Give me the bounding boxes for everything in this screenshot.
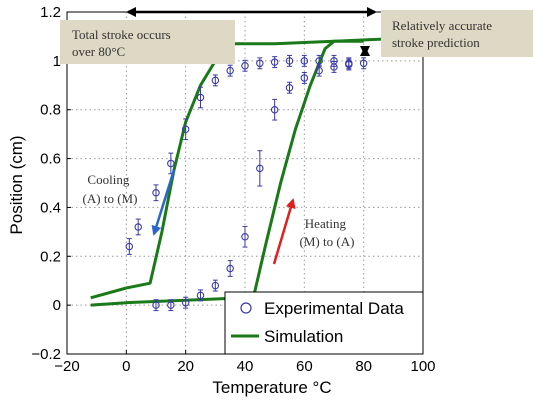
data-point bbox=[345, 58, 353, 71]
x-tick-label: 40 bbox=[237, 358, 254, 375]
data-point bbox=[211, 279, 220, 292]
data-marker bbox=[315, 57, 323, 65]
data-point bbox=[134, 218, 142, 236]
data-marker bbox=[285, 57, 294, 65]
accurate-stroke-box bbox=[381, 10, 533, 57]
y-tick-label: 0.6 bbox=[40, 151, 61, 168]
data-marker bbox=[256, 164, 264, 173]
data-point bbox=[167, 299, 175, 312]
data-marker bbox=[270, 58, 279, 66]
data-point bbox=[300, 54, 309, 67]
accurate-stroke-annotation: Relatively accurate stroke prediction bbox=[360, 10, 533, 57]
heating-label: Heating (M) to (A) bbox=[300, 216, 355, 249]
data-point bbox=[152, 299, 160, 312]
data-point bbox=[125, 238, 134, 255]
data-point bbox=[241, 59, 249, 72]
data-marker bbox=[345, 60, 353, 69]
data-point bbox=[152, 184, 160, 202]
x-tick-label: 20 bbox=[177, 358, 194, 375]
data-marker bbox=[196, 291, 205, 300]
data-point bbox=[330, 61, 338, 73]
y-tick-label: 1.2 bbox=[40, 4, 61, 21]
data-point bbox=[211, 74, 220, 87]
cooling-label: Cooling (A) to (M) bbox=[83, 172, 138, 206]
data-point bbox=[226, 260, 234, 277]
heating-arrow bbox=[272, 198, 296, 265]
data-point bbox=[270, 56, 279, 69]
data-point bbox=[226, 64, 234, 77]
heating-annotation: Heating (M) to (A) bbox=[272, 198, 355, 265]
x-tick-label: 100 bbox=[410, 358, 435, 375]
experimental-series bbox=[125, 54, 368, 312]
data-point bbox=[241, 225, 249, 248]
cooling-annotation: Cooling (A) to (M) bbox=[83, 169, 176, 236]
data-point bbox=[285, 54, 294, 67]
data-point bbox=[196, 86, 205, 109]
data-marker bbox=[125, 242, 134, 251]
data-point bbox=[256, 150, 264, 187]
data-marker bbox=[181, 298, 190, 307]
data-marker bbox=[167, 159, 175, 168]
data-marker bbox=[226, 264, 234, 273]
data-marker bbox=[300, 57, 309, 65]
data-marker bbox=[211, 281, 220, 290]
data-marker bbox=[285, 83, 294, 92]
x-tick-label: −20 bbox=[54, 358, 79, 375]
data-marker bbox=[256, 59, 264, 68]
data-marker bbox=[300, 74, 309, 82]
y-tick-label: 0.8 bbox=[40, 102, 61, 119]
data-marker bbox=[270, 105, 279, 114]
data-point bbox=[300, 72, 309, 84]
legend-label-experimental: Experimental Data bbox=[264, 299, 404, 318]
simulation-series bbox=[90, 34, 424, 307]
total-stroke-box bbox=[60, 20, 235, 64]
data-marker bbox=[241, 61, 249, 70]
y-tick-label: 1 bbox=[53, 53, 61, 70]
data-marker bbox=[211, 76, 220, 85]
data-point bbox=[315, 64, 323, 77]
data-point bbox=[181, 296, 190, 309]
data-point bbox=[196, 289, 205, 302]
simulation-line bbox=[90, 39, 364, 307]
data-marker bbox=[196, 93, 205, 102]
data-point bbox=[256, 57, 264, 70]
data-marker bbox=[241, 232, 249, 241]
x-tick-label: 0 bbox=[122, 358, 130, 375]
legend-box bbox=[224, 291, 424, 355]
y-tick-label: 0 bbox=[53, 297, 61, 314]
y-tick-label: −0.2 bbox=[31, 346, 61, 363]
y-tick-label: 0.2 bbox=[40, 248, 61, 265]
data-marker bbox=[330, 63, 338, 71]
accurate-stroke-text: Relatively accurate stroke prediction bbox=[392, 18, 495, 50]
data-point bbox=[181, 118, 190, 141]
y-tick-label: 0.4 bbox=[40, 199, 61, 216]
data-point bbox=[285, 81, 294, 94]
y-axis-title: Position (cm) bbox=[7, 135, 26, 234]
data-marker bbox=[359, 59, 368, 68]
x-tick-label: 80 bbox=[355, 358, 372, 375]
data-marker bbox=[181, 125, 190, 134]
cooling-arrow bbox=[151, 169, 176, 236]
data-marker bbox=[315, 66, 323, 75]
x-tick-label: 60 bbox=[296, 358, 313, 375]
data-marker bbox=[152, 189, 160, 197]
data-marker bbox=[152, 301, 160, 309]
data-point bbox=[359, 57, 368, 70]
data-marker bbox=[167, 301, 175, 309]
data-marker bbox=[226, 66, 234, 75]
legend-label-simulation: Simulation bbox=[264, 327, 343, 346]
total-stroke-annotation: Total stroke occurs over 80°C bbox=[60, 7, 377, 64]
total-stroke-text: Total stroke occurs over 80°C bbox=[72, 27, 174, 59]
data-marker bbox=[134, 223, 142, 231]
legend: Experimental Data Simulation bbox=[224, 291, 424, 355]
data-point bbox=[270, 98, 279, 121]
x-axis-title: Temperature °C bbox=[212, 378, 331, 397]
legend-marker-icon bbox=[240, 302, 252, 314]
